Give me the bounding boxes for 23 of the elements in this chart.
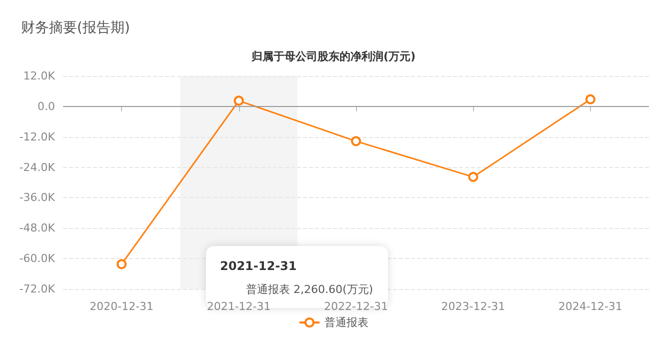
chart-subtitle: 归属于母公司股东的净利润(万元) (250, 50, 416, 63)
x-tick-label: 2023-12-31 (441, 300, 506, 313)
y-tick-label: -60.0K (19, 252, 56, 266)
x-tick-label: 2022-12-31 (324, 300, 388, 313)
point (116, 259, 127, 270)
y-tick-label: -12.0K (19, 130, 56, 144)
y-tick-label: -72.0K (19, 282, 56, 296)
y-tick-label: 0.0 (38, 100, 55, 113)
x-tick-label: 2024-12-31 (558, 300, 622, 313)
y-tick-label: -36.0K (19, 191, 56, 204)
point (351, 136, 361, 146)
point (585, 94, 596, 104)
y-tick-label: -48.0K (19, 222, 56, 235)
chart-title: 财务摘要(报告期) (21, 20, 130, 36)
y-tick-label: -24.0K (19, 160, 56, 174)
annotation: 2021-12-31 (220, 259, 297, 273)
point (234, 96, 244, 106)
annotation: 普通报表 2,260.60(万元) (246, 283, 374, 296)
legend-label: 普通报表 (324, 316, 368, 329)
x-tick-label: 2021-12-31 (206, 300, 271, 313)
point (468, 172, 478, 182)
x-tick-label: 2020-12-31 (90, 300, 154, 313)
y-tick-label: 12.0K (23, 70, 56, 82)
